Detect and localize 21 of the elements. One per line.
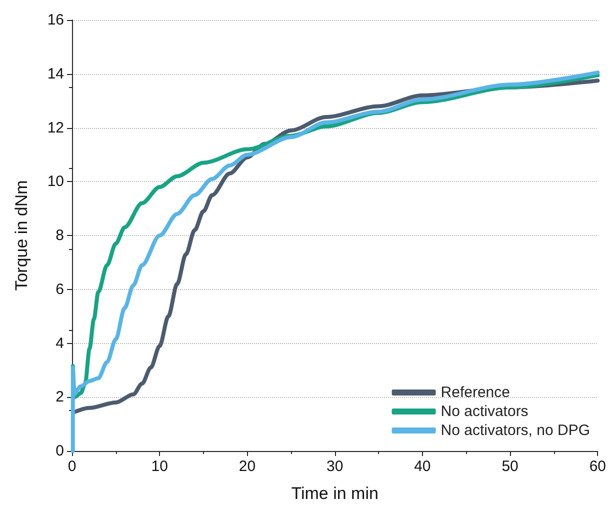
legend-label: No activators, no DPG: [440, 422, 590, 439]
y-tick-label: 8: [56, 227, 64, 244]
x-tick-label: 40: [414, 458, 431, 475]
y-tick-label: 16: [47, 12, 64, 28]
legend-label: Reference: [440, 384, 510, 401]
x-axis-title: Time in min: [291, 484, 378, 503]
x-tick-label: 10: [151, 458, 168, 475]
y-tick-label: 12: [47, 119, 64, 136]
y-tick-label: 6: [56, 280, 64, 298]
y-tick-label: 14: [47, 65, 64, 82]
x-tick-label: 60: [589, 458, 606, 475]
y-tick-label: 2: [56, 388, 64, 406]
x-tick-label: 30: [326, 458, 344, 475]
y-axis-title: Torque in dNm: [12, 180, 31, 291]
legend-label: No activators: [440, 403, 528, 420]
y-tick-label: 10: [47, 173, 64, 190]
y-tick-label: 4: [56, 334, 64, 352]
x-tick-label: 0: [68, 458, 76, 475]
x-tick-label: 20: [238, 458, 256, 475]
y-tick-label: 0: [56, 442, 64, 460]
x-tick-label: 50: [502, 458, 518, 475]
